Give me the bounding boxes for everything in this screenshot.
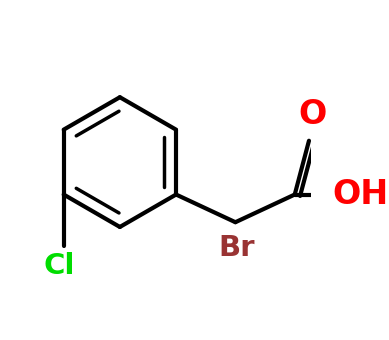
Text: OH: OH: [332, 178, 389, 211]
Text: Cl: Cl: [44, 252, 75, 280]
Text: Br: Br: [219, 234, 255, 262]
Text: O: O: [298, 98, 326, 131]
